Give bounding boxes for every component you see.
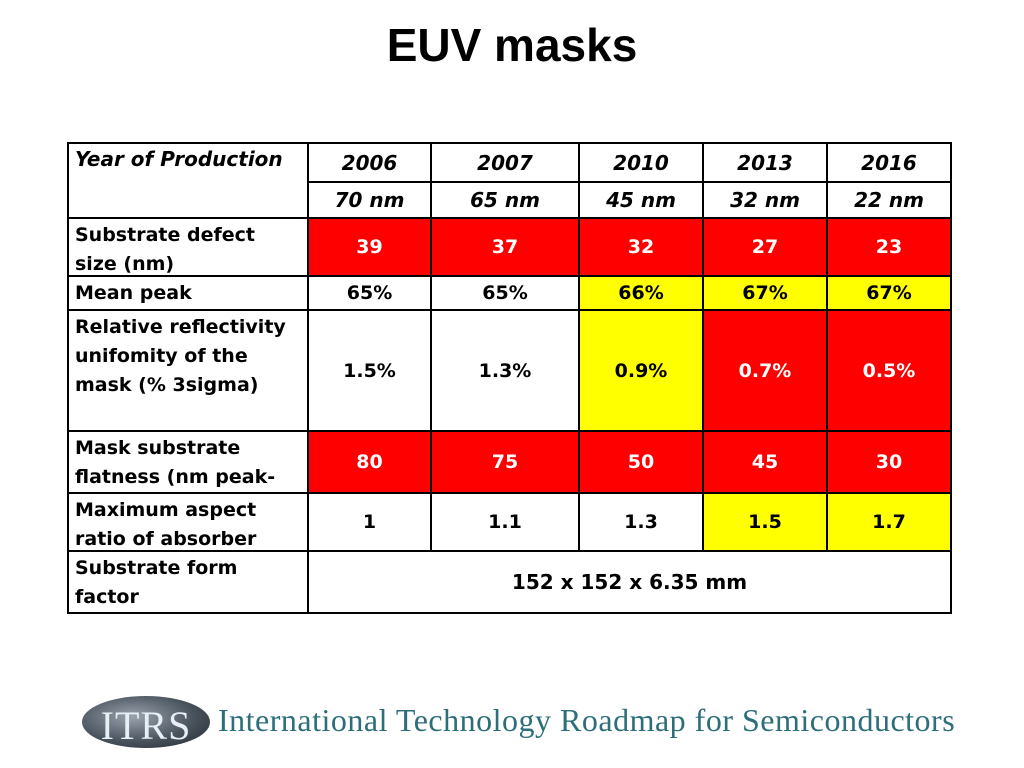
node-cell: 45 nm — [578, 181, 704, 219]
row-label-text: Mean peak — [75, 282, 192, 304]
value-cell: 67% — [702, 275, 828, 311]
value-cell: 1.3% — [430, 309, 580, 432]
value-cell: 1.5 — [702, 492, 828, 552]
year-cell: 2016 — [826, 142, 952, 183]
year-cell: 2010 — [578, 142, 704, 183]
value-cell: 45 — [702, 430, 828, 494]
value-cell: 0.5% — [826, 309, 952, 432]
itrs-footer: ITRS International Technology Roadmap fo… — [82, 694, 955, 754]
row-label: Maximum aspect ratio of absorber — [67, 492, 309, 552]
value-cell: 0.7% — [702, 309, 828, 432]
itrs-logo: ITRS — [82, 696, 210, 748]
value-cell: 1.3 — [578, 492, 704, 552]
slide-title: EUV masks — [386, 19, 638, 71]
table-row: Relative reflectivity unifomity of the m… — [67, 309, 952, 432]
value-cell: 1 — [307, 492, 432, 552]
value-cell: 27 — [702, 217, 828, 277]
row-label: Substrate form factor — [67, 550, 309, 614]
row-label: Relative reflectivity unifomity of the m… — [67, 309, 309, 432]
row-label-text: Substrate defect size (nm) — [75, 224, 255, 273]
value-cell: 1.5% — [307, 309, 432, 432]
node-row: 70 nm 65 nm 45 nm 32 nm 22 nm — [68, 181, 952, 219]
node-cell: 65 nm — [430, 181, 580, 219]
value-cell: 37 — [430, 217, 580, 277]
value-cell: 0.9% — [578, 309, 704, 432]
node-cell: 32 nm — [702, 181, 828, 219]
value-cell: 50 — [578, 430, 704, 494]
node-cell: 22 nm — [826, 181, 952, 219]
year-of-production-label: Year of Production — [67, 142, 309, 219]
table-row: Maximum aspect ratio of absorber 1 1.1 1… — [67, 492, 952, 552]
form-factor-row: Substrate form factor 152 x 152 x 6.35 m… — [67, 550, 952, 614]
value-cell: 39 — [307, 217, 432, 277]
value-cell: 32 — [578, 217, 704, 277]
value-cell: 65% — [307, 275, 432, 311]
row-label: Substrate defect size (nm) — [67, 217, 309, 277]
itrs-logo-text: ITRS — [100, 703, 192, 748]
node-cell: 70 nm — [307, 181, 432, 219]
value-cell: 66% — [578, 275, 704, 311]
table-row: Mask substrate flatness (nm peak- 80 75 … — [67, 430, 952, 494]
year-cell: 2006 — [307, 142, 432, 183]
euv-mask-table: Year of Production 2006 2007 2010 2013 2… — [67, 142, 952, 614]
value-cell: 65% — [430, 275, 580, 311]
value-cell: 30 — [826, 430, 952, 494]
year-cell: 2013 — [702, 142, 828, 183]
value-cell: 1.7 — [826, 492, 952, 552]
row-label-text: Mask substrate flatness (nm peak- — [75, 437, 276, 488]
value-cell: 67% — [826, 275, 952, 311]
value-cell: 75 — [430, 430, 580, 494]
row-label: Mean peak — [67, 275, 309, 311]
value-cell: 80 — [307, 430, 432, 494]
itrs-banner-text: International Technology Roadmap for Sem… — [218, 702, 956, 738]
value-cell: 1.1 — [430, 492, 580, 552]
value-cell: 23 — [826, 217, 952, 277]
row-label-text: Substrate form factor — [75, 557, 238, 608]
row-label-text: Relative reflectivity unifomity of the m… — [75, 316, 286, 396]
row-label: Mask substrate flatness (nm peak- — [67, 430, 309, 494]
table-row: Substrate defect size (nm) 39 37 32 27 2… — [67, 217, 952, 277]
row-label-text: Maximum aspect ratio of absorber — [75, 499, 257, 548]
year-cell: 2007 — [430, 142, 580, 183]
year-row: Year of Production 2006 2007 2010 2013 2… — [67, 142, 952, 219]
table-row: Mean peak 65% 65% 66% 67% 67% — [67, 275, 952, 311]
form-factor-value: 152 x 152 x 6.35 mm — [307, 550, 952, 614]
